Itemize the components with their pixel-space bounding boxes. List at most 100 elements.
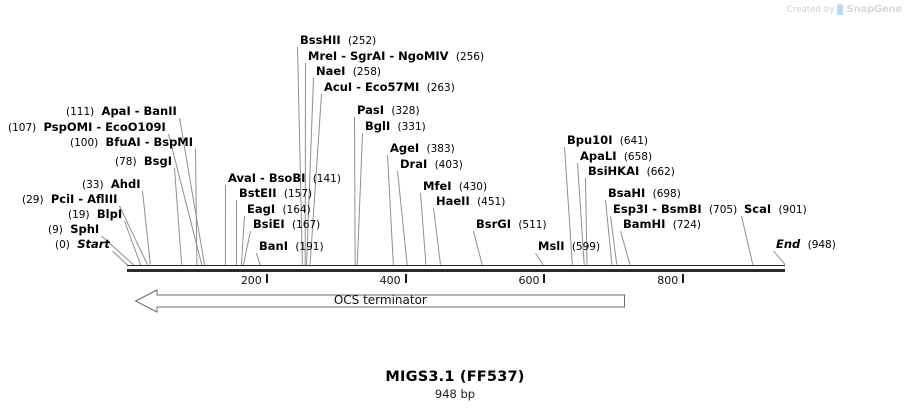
restriction-site-label-drai[interactable]: DraI (403) [400,158,463,172]
site-position: (641) [619,135,649,147]
enzyme-name: EcoO109I [105,120,166,134]
leader-line-mrei [304,62,306,266]
enzyme-name: SgrAI [349,49,386,63]
ruler-tick-label: 200 [240,274,262,287]
feature-arrow-icon [134,289,626,313]
enzyme-name: Eco57MI [364,80,420,94]
restriction-site-label-pspomi[interactable]: (107) PspOMI - EcoO109I [8,121,166,135]
enzyme-name: BsiEI [253,217,285,231]
restriction-site-label-bfuai[interactable]: (100) BfuAI - BspMI [70,136,193,150]
site-position: (157) [283,188,313,200]
enzyme-name: BsgI [143,154,172,168]
leader-line-bani [256,252,261,266]
restriction-site-label-bsrgi[interactable]: BsrGI (511) [476,218,547,232]
ruler-tick [682,274,685,283]
site-position: (263) [426,82,455,94]
name-separator: - [92,120,106,134]
restriction-site-label-agei[interactable]: AgeI (383) [390,142,455,156]
enzyme-name: AcuI [324,80,353,94]
site-position: (78) [115,156,137,168]
enzyme-name: BanI [259,239,288,253]
enzyme-name: Bpu10I [567,133,613,147]
site-position: (662) [646,166,675,178]
site-position: (258) [352,66,382,78]
watermark-prefix: Created by [786,4,835,15]
site-position: (191) [295,241,324,253]
restriction-site-label-pasi[interactable]: PasI (328) [357,104,420,118]
page-subtitle: 948 bp [434,387,476,401]
restriction-site-label-bsihkai[interactable]: BsiHKAI (662) [588,165,675,179]
restriction-site-label-bsahi[interactable]: BsaHI (698) [608,187,681,201]
restriction-site-label-bgli[interactable]: BglI (331) [365,120,426,134]
leader-line-drai [397,170,408,266]
site-position: (107) [8,122,37,134]
enzyme-name: PciI [50,192,75,206]
restriction-site-label-bsshii[interactable]: BssHII (252) [300,34,376,48]
restriction-site-label-mfei[interactable]: MfeI (430) [423,180,487,194]
feature-ocs-terminator[interactable] [134,289,626,313]
enzyme-name: ApaI [101,104,131,118]
name-separator: - [130,104,144,118]
restriction-site-label-bani[interactable]: BanI (191) [259,240,324,254]
enzyme-name: BsoBI [268,171,306,185]
site-position: (164) [282,204,311,216]
site-position: (403) [434,159,463,171]
leader-line-agei [387,154,394,266]
restriction-site-label-blpi[interactable]: (19) BlpI [68,208,122,222]
restriction-site-label-esp3i[interactable]: Esp3I - BsmBI (705) [613,203,737,217]
restriction-site-label-bsiei[interactable]: BsiEI (167) [253,218,320,232]
enzyme-name: NaeI [316,64,346,78]
leader-line-scai [741,215,754,266]
enzyme-name: PspOMI [43,120,93,134]
ruler-tick [265,274,268,283]
enzyme-name: BsrGI [476,217,511,231]
feature-label: OCS terminator [333,293,427,307]
restriction-site-label-sphi[interactable]: (9) SphI [48,223,99,237]
site-position: (100) [70,137,99,149]
restriction-site-label-bamhi[interactable]: BamHI (724) [623,218,701,232]
restriction-site-label-end[interactable]: End (948) [776,238,836,252]
leader-line-bsshii [297,46,303,266]
site-position: (705) [708,204,738,216]
restriction-site-label-bsgi[interactable]: (78) BsgI [115,155,172,169]
restriction-site-label-eagi[interactable]: EagI (164) [247,203,311,217]
ruler-tick [543,274,546,283]
name-separator: - [140,135,154,149]
enzyme-name: EagI [247,202,276,216]
site-position: (0) [55,239,70,251]
enzyme-name: BspMI [153,135,194,149]
enzyme-name: ScaI [744,202,772,216]
restriction-site-label-mrei[interactable]: MreI - SgrAI - NgoMIV (256) [308,50,484,64]
enzyme-name: AgeI [390,141,420,155]
site-position: (901) [778,204,807,216]
ruler-tick-label: 600 [518,274,540,287]
enzyme-name: BsiHKAI [588,164,640,178]
restriction-site-label-acui[interactable]: AcuI - Eco57MI (263) [324,81,455,95]
restriction-site-label-ahdi[interactable]: (33) AhdI [82,178,140,192]
restriction-site-label-pcii[interactable]: (29) PciI - AflIII [22,193,117,207]
site-position: (252) [347,35,377,47]
restriction-site-label-bpu10i[interactable]: Bpu10I (641) [567,134,648,148]
restriction-site-label-haeii[interactable]: HaeII (451) [436,195,505,209]
enzyme-name: BfuAI [105,135,141,149]
restriction-site-label-naei[interactable]: NaeI (258) [316,65,381,79]
restriction-site-label-start[interactable]: (0) Start [55,238,110,252]
restriction-site-label-apai[interactable]: (111) ApaI - BanII [66,105,177,119]
leader-line-msli [535,252,544,266]
snapgene-logo-icon [837,4,844,15]
restriction-site-label-bstei[interactable]: BstEII (157) [239,187,312,201]
restriction-site-label-msli[interactable]: MslI (599) [538,240,600,254]
leader-line-end [773,250,786,266]
restriction-site-label-avai[interactable]: AvaI - BsoBI (141) [228,172,341,186]
site-position: (724) [672,219,701,231]
site-position: (141) [312,173,341,185]
enzyme-name: MfeI [423,179,452,193]
site-position: (430) [458,181,488,193]
enzyme-name: AflIII [87,192,118,206]
enzyme-name: Esp3I [613,202,649,216]
restriction-site-label-apali[interactable]: ApaLI (658) [580,150,652,164]
restriction-site-label-scai[interactable]: ScaI (901) [744,203,807,217]
enzyme-name: BssHII [300,33,341,47]
site-position: (451) [477,196,506,208]
